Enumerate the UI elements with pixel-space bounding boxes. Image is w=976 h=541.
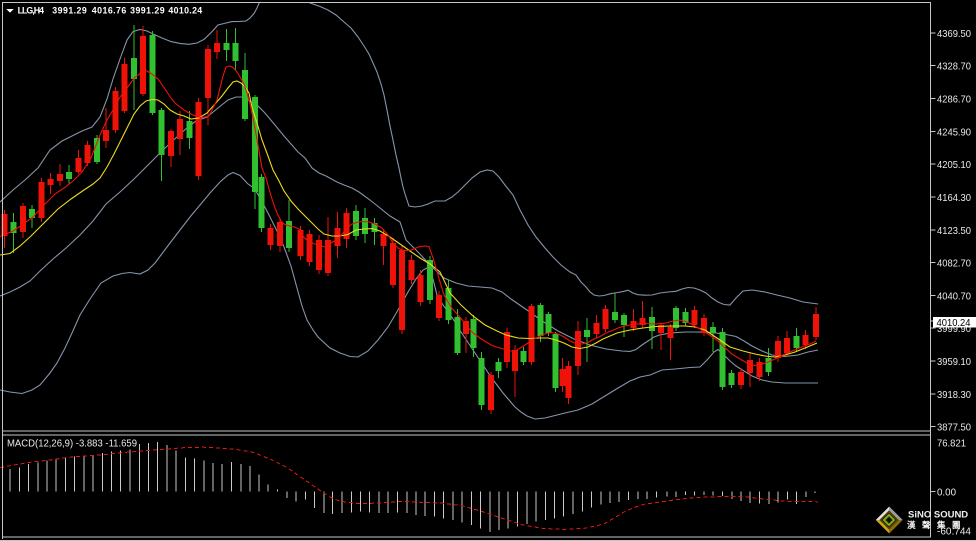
svg-text:LLG,H4: LLG,H4 — [18, 5, 44, 15]
svg-text:3918.30: 3918.30 — [937, 390, 971, 401]
svg-text:4328.70: 4328.70 — [937, 62, 971, 73]
svg-text:SiNO SOUND: SiNO SOUND — [908, 510, 968, 521]
svg-text:76.821: 76.821 — [937, 439, 966, 450]
svg-text:集: 集 — [936, 520, 946, 530]
svg-text:MACD(12,26,9) -3.883 -11.659: MACD(12,26,9) -3.883 -11.659 — [7, 438, 137, 449]
svg-text:3877.50: 3877.50 — [937, 423, 971, 434]
svg-text:4010.24: 4010.24 — [937, 318, 971, 329]
svg-text:4123.50: 4123.50 — [937, 226, 971, 237]
svg-text:4164.30: 4164.30 — [937, 193, 971, 204]
svg-text:團: 團 — [952, 520, 961, 530]
svg-text:4369.50: 4369.50 — [937, 29, 971, 40]
svg-text:聲: 聲 — [922, 520, 931, 530]
svg-text:4245.90: 4245.90 — [937, 127, 971, 138]
svg-text:4205.10: 4205.10 — [937, 160, 971, 171]
svg-text:4286.70: 4286.70 — [937, 95, 971, 106]
svg-text:4010.24: 4010.24 — [168, 5, 202, 15]
svg-text:4016.76: 4016.76 — [92, 5, 127, 15]
svg-text:3991.29: 3991.29 — [52, 5, 87, 15]
svg-text:漢: 漢 — [907, 520, 916, 530]
svg-text:0.00: 0.00 — [937, 488, 956, 499]
svg-text:4082.70: 4082.70 — [937, 259, 971, 270]
svg-text:3991.29: 3991.29 — [130, 5, 165, 15]
svg-text:3959.10: 3959.10 — [937, 357, 971, 368]
svg-text:3999.90: 3999.90 — [937, 324, 971, 335]
svg-text:4040.70: 4040.70 — [937, 291, 971, 302]
svg-text:-60.744: -60.744 — [937, 527, 971, 538]
